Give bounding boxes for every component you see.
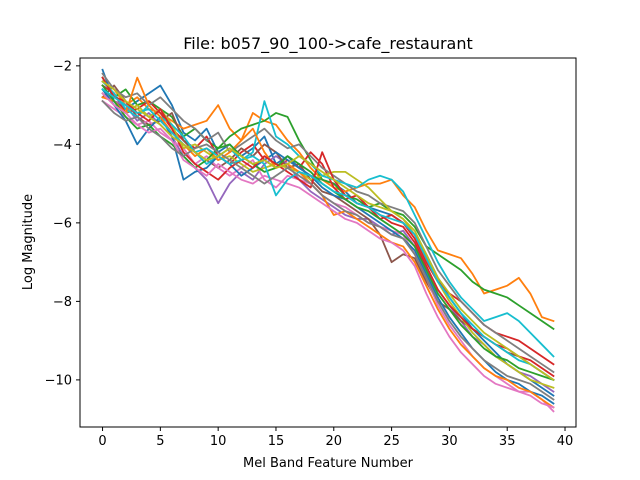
series-line-15 (101, 88, 555, 382)
x-axis-label: Mel Band Feature Number (243, 456, 414, 471)
chart-title: File: b057_90_100->cafe_restaurant (183, 34, 473, 54)
x-tick-label: 40 (557, 434, 574, 449)
plot-lines (101, 68, 555, 413)
y-axis-label: Log Magnitude (21, 194, 36, 290)
y-tick-label: −8 (53, 295, 72, 310)
y-tick-label: −10 (45, 373, 72, 388)
series-line-8 (101, 92, 555, 389)
y-axis: −2 −4 −6 −8 −10 (45, 59, 80, 388)
y-tick-label: −6 (53, 216, 72, 231)
series-line-14 (101, 92, 555, 409)
x-tick-label: 30 (441, 434, 458, 449)
x-tick-label: 25 (383, 434, 400, 449)
y-tick-label: −4 (53, 138, 72, 153)
series-line-9 (101, 80, 555, 358)
x-tick-label: 0 (98, 434, 106, 449)
series-line-16 (101, 99, 555, 401)
series-line-7 (101, 72, 555, 374)
x-tick-label: 35 (499, 434, 516, 449)
x-tick-label: 20 (326, 434, 343, 449)
series-line-4 (101, 88, 555, 393)
x-tick-label: 5 (156, 434, 164, 449)
x-tick-label: 15 (268, 434, 285, 449)
plot-frame (79, 57, 577, 428)
y-tick-label: −2 (53, 59, 72, 74)
x-tick-label: 10 (210, 434, 227, 449)
x-axis: 0 5 10 15 20 25 30 35 40 (98, 427, 573, 449)
series-line-17 (101, 80, 555, 382)
